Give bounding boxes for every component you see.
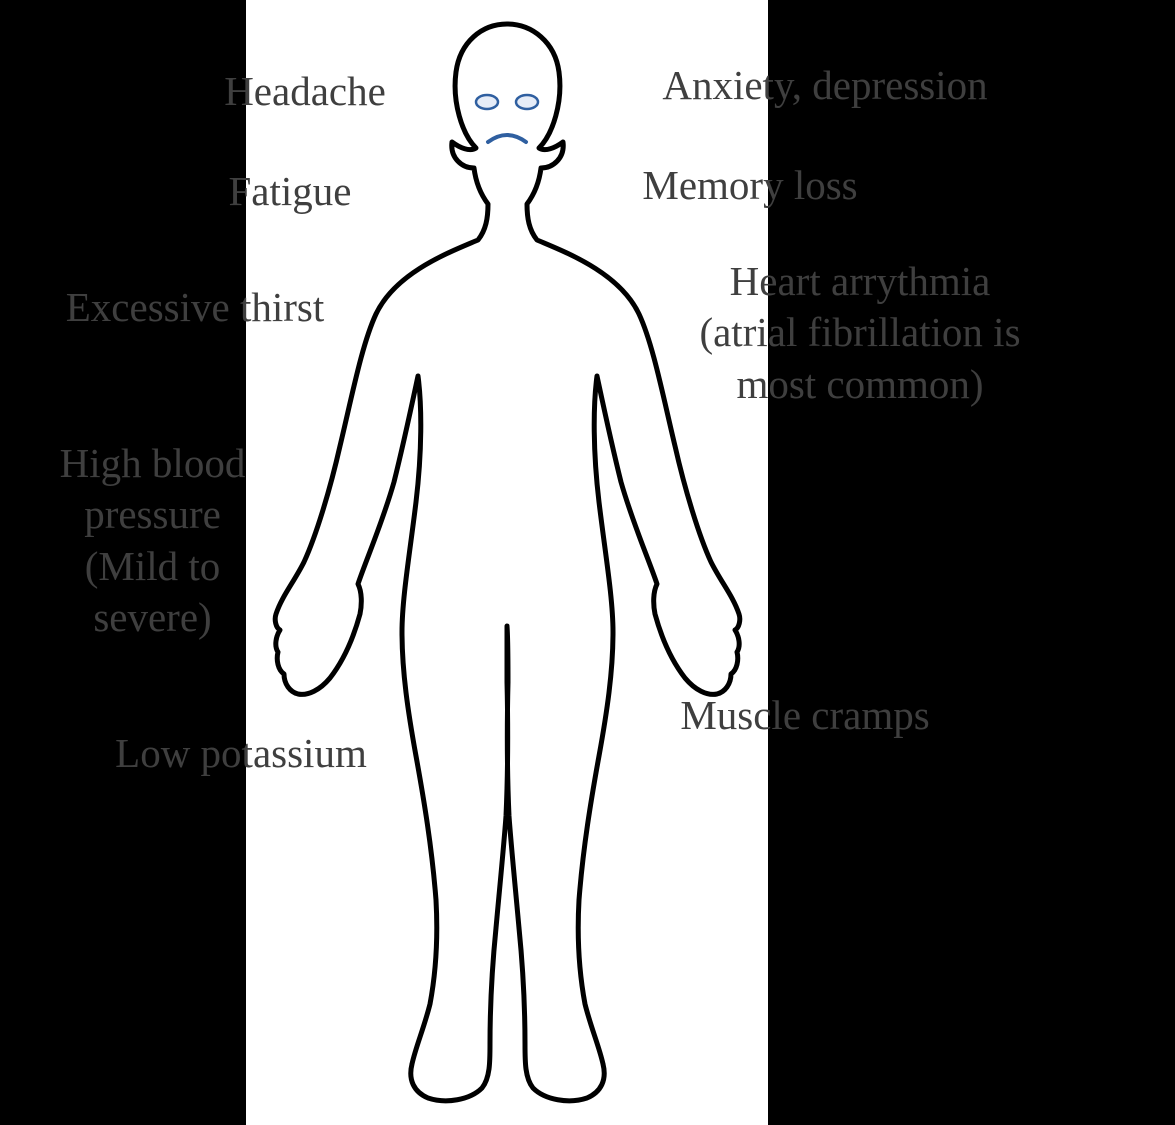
label-heart-arrhythmia: Heart arrythmia (atrial fibrillation is …: [640, 256, 1080, 410]
label-headache: Headache: [190, 66, 420, 117]
label-high-bp: High blood pressure (Mild to severe): [40, 438, 265, 643]
label-low-potassium: Low potassium: [86, 728, 396, 779]
right-eye-icon: [516, 95, 538, 109]
label-muscle-cramps: Muscle cramps: [640, 690, 970, 741]
left-eye-icon: [476, 95, 498, 109]
diagram-stage: Headache Fatigue Excessive thirst High b…: [0, 0, 1175, 1125]
label-fatigue: Fatigue: [200, 166, 380, 217]
label-anxiety-depression: Anxiety, depression: [600, 60, 1050, 111]
label-excessive-thirst: Excessive thirst: [30, 282, 360, 333]
label-memory-loss: Memory loss: [600, 160, 900, 211]
